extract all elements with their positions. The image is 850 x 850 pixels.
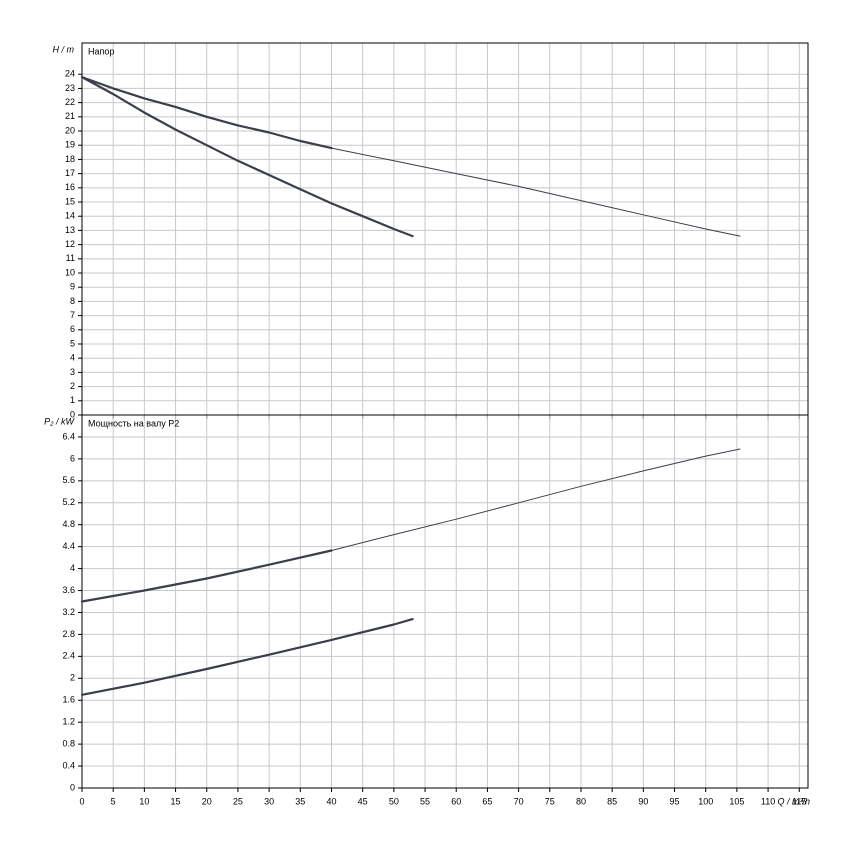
x-tick-label: 5 (111, 796, 116, 806)
x-tick-label: 35 (295, 796, 305, 806)
y-tick-label: 0 (70, 782, 75, 792)
x-tick-label: 30 (264, 796, 274, 806)
x-tick-label: 60 (451, 796, 461, 806)
x-tick-label: 10 (139, 796, 149, 806)
x-tick-label: 55 (420, 796, 430, 806)
x-tick-label: 20 (202, 796, 212, 806)
y-tick-label: 16 (65, 182, 75, 192)
y-tick-label: 1.6 (62, 695, 75, 705)
y-tick-label: 4 (70, 563, 75, 573)
y-tick-label: 0 (70, 409, 75, 419)
x-tick-label: 45 (358, 796, 368, 806)
x-tick-label: 100 (698, 796, 713, 806)
x-tick-label: 105 (729, 796, 744, 806)
x-tick-label: 15 (171, 796, 181, 806)
y-tick-label: 0.4 (62, 760, 75, 770)
y-tick-label: 14 (65, 211, 75, 221)
y-tick-label: 2 (70, 673, 75, 683)
x-tick-label: 50 (389, 796, 399, 806)
y-tick-label: 23 (65, 83, 75, 93)
y-tick-label: 4.4 (62, 541, 75, 551)
curve (80, 618, 414, 696)
y-tick-label: 4 (70, 353, 75, 363)
y-tick-label: 21 (65, 111, 75, 121)
panel-title: Мощность на валу P2 (88, 418, 179, 428)
curve (80, 76, 414, 238)
x-tick-label: 65 (482, 796, 492, 806)
y-tick-label: 17 (65, 168, 75, 178)
y-tick-label: 19 (65, 140, 75, 150)
y-tick-label: 12 (65, 239, 75, 249)
y-tick-label: 0.8 (62, 738, 75, 748)
y-tick-label: 5 (70, 338, 75, 348)
x-tick-label: 90 (638, 796, 648, 806)
y-tick-label: 8 (70, 296, 75, 306)
y-tick-label: 3 (70, 367, 75, 377)
y-axis-label: H / m (53, 44, 75, 54)
y-tick-label: 6.4 (62, 431, 75, 441)
x-tick-label: 85 (607, 796, 617, 806)
y-tick-label: 3.2 (62, 607, 75, 617)
y-tick-label: 5.2 (62, 497, 75, 507)
y-tick-label: 9 (70, 282, 75, 292)
y-tick-label: 3.6 (62, 585, 75, 595)
y-tick-label: 1.2 (62, 717, 75, 727)
plot-frame (81, 414, 809, 789)
x-tick-label: 40 (326, 796, 336, 806)
y-tick-label: 2 (70, 381, 75, 391)
y-tick-label: 2.8 (62, 629, 75, 639)
x-tick-label: 0 (79, 796, 84, 806)
x-tick-label: 80 (576, 796, 586, 806)
y-tick-label: 6 (70, 324, 75, 334)
y-tick-label: 22 (65, 97, 75, 107)
y-axis-label: P₂ / kW (44, 416, 75, 426)
curve (80, 549, 333, 603)
x-tick-label: 115 (792, 796, 806, 806)
panel-title: Напор (88, 46, 114, 56)
x-tick-label: 110 (761, 796, 775, 806)
x-tick-label: 75 (545, 796, 555, 806)
y-tick-label: 13 (65, 225, 75, 235)
curve (331, 448, 741, 551)
y-tick-label: 6 (70, 453, 75, 463)
y-tick-label: 15 (65, 196, 75, 206)
y-tick-label: 18 (65, 154, 75, 164)
curve (80, 76, 333, 150)
y-tick-label: 2.4 (62, 651, 75, 661)
y-tick-label: 5.6 (62, 475, 75, 485)
y-tick-label: 7 (70, 310, 75, 320)
x-tick-label: 25 (233, 796, 243, 806)
y-tick-label: 11 (66, 253, 75, 263)
y-tick-label: 24 (65, 69, 75, 79)
curve (331, 147, 741, 237)
plot-frame (81, 42, 809, 416)
y-tick-label: 10 (65, 267, 75, 277)
x-tick-label: 70 (514, 796, 524, 806)
x-tick-label: 95 (670, 796, 680, 806)
y-tick-label: 20 (65, 125, 75, 135)
y-tick-label: 1 (70, 395, 75, 405)
y-tick-label: 4.8 (62, 519, 75, 529)
x-axis-label: Q / m³/h (777, 796, 810, 806)
